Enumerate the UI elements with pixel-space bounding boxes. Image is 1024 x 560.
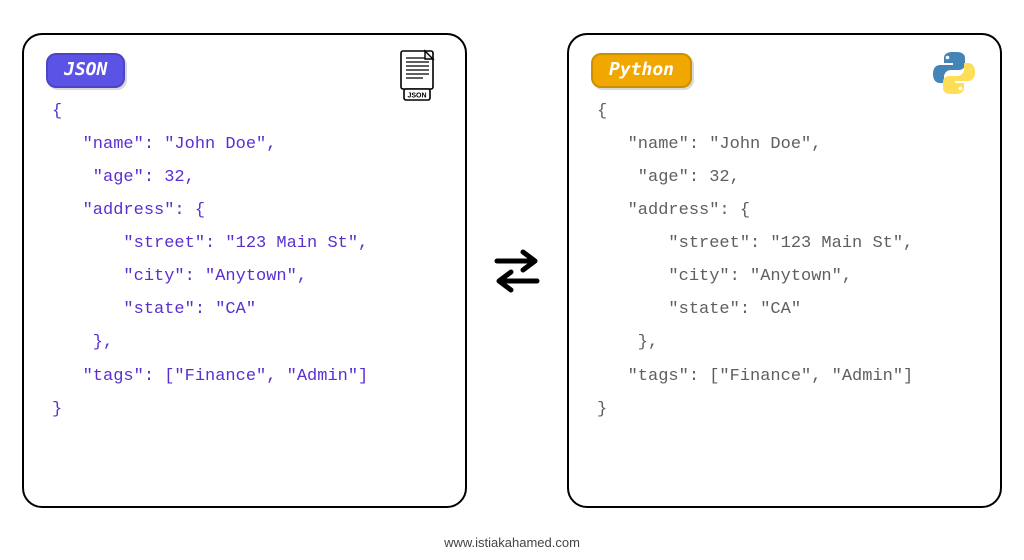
json-panel: JSON JSON { "name": "John Doe", "age": 3… xyxy=(22,33,467,508)
bidirectional-arrows-icon xyxy=(491,245,543,295)
python-code-block: { "name": "John Doe", "age": 32, "addres… xyxy=(597,95,972,426)
python-tag: Python xyxy=(591,53,692,88)
svg-text:JSON: JSON xyxy=(407,92,426,99)
json-code-block: { "name": "John Doe", "age": 32, "addres… xyxy=(52,95,437,426)
json-tag: JSON xyxy=(46,53,125,88)
json-file-icon: JSON xyxy=(395,49,443,101)
python-panel: Python { "name": "John Doe", "age": 32, … xyxy=(567,33,1002,508)
python-logo-icon xyxy=(930,49,978,101)
footer-credit: www.istiakahamed.com xyxy=(0,535,1024,550)
